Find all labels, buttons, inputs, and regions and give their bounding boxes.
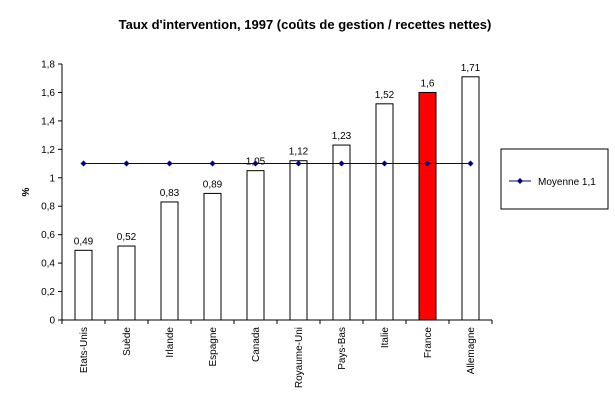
y-tick-label: 1,4 [41,116,55,127]
y-tick-label: 1,6 [41,88,55,99]
bar-irlande [160,201,179,321]
y-tick-label: 1,2 [41,145,55,156]
data-label: 1,52 [375,90,395,101]
legend-box [500,148,609,210]
bar-etats-unis [74,249,93,321]
y-tick-label: 0,4 [41,259,55,270]
average-marker [338,160,345,167]
y-tick-label: 0,6 [41,230,55,241]
bar-su-de [117,245,136,321]
data-label: 0,49 [74,236,94,247]
average-marker [80,160,87,167]
bar-canada [246,170,265,321]
data-label: 1,12 [289,147,309,158]
bar-espagne [203,192,222,321]
chart-title: Taux d'intervention, 1997 (coûts de gest… [119,17,492,32]
average-marker [467,160,474,167]
legend: Moyenne 1,1 [500,148,609,210]
average-marker [252,160,259,167]
x-tick-label: Suède [122,327,133,356]
data-label: 0,83 [160,188,180,199]
bars [74,76,480,321]
x-tick-label: France [423,327,434,359]
x-tick-label: Etats-Unis [79,327,90,373]
legend-marker-icon [517,178,523,184]
bar-italie [375,103,394,321]
data-label: 0,52 [117,232,137,243]
x-tick-label: Canada [251,327,262,362]
x-ticks: Etats-Unis Suède Irlande Espagne Canada Royau… [61,320,493,388]
bar-france [418,91,437,321]
data-label: 1,71 [461,63,481,74]
y-ticks: 0 0,2 0,4 0,6 0,8 1 1,2 1,4 1,6 1,8 [41,60,62,327]
y-axis-label: % [21,187,32,196]
x-tick-label: Allemagne [466,327,477,375]
x-tick-label: Royaume-Uni [294,327,305,388]
data-label: 0,89 [203,179,223,190]
x-tick-label: Irlande [165,327,176,358]
x-tick-label: Espagne [208,327,219,367]
y-tick-label: 0,8 [41,202,55,213]
x-tick-label: Pays-Bas [337,327,348,370]
average-marker [381,160,388,167]
y-tick-label: 0,2 [41,287,55,298]
data-label: 1,6 [421,78,435,89]
bar-allemagne [461,76,480,321]
average-line [80,160,474,167]
x-tick-label: Italie [380,327,391,349]
y-tick-label: 1,8 [41,60,55,71]
legend-entry: Moyenne 1,1 [538,177,596,188]
bar-royaume-uni [289,160,308,321]
y-tick-label: 1 [49,173,55,184]
y-tick-label: 0 [49,316,55,327]
average-marker [295,160,302,167]
data-label: 1,23 [332,131,352,142]
average-marker [166,160,173,167]
average-marker [424,160,431,167]
plot-area: 0 0,2 0,4 0,6 0,8 1 1,2 1,4 1,6 1,8 0,49 0,52 0,83 0… [41,60,493,388]
bar-pays-bas [332,144,351,321]
average-marker [123,160,130,167]
average-marker [209,160,216,167]
